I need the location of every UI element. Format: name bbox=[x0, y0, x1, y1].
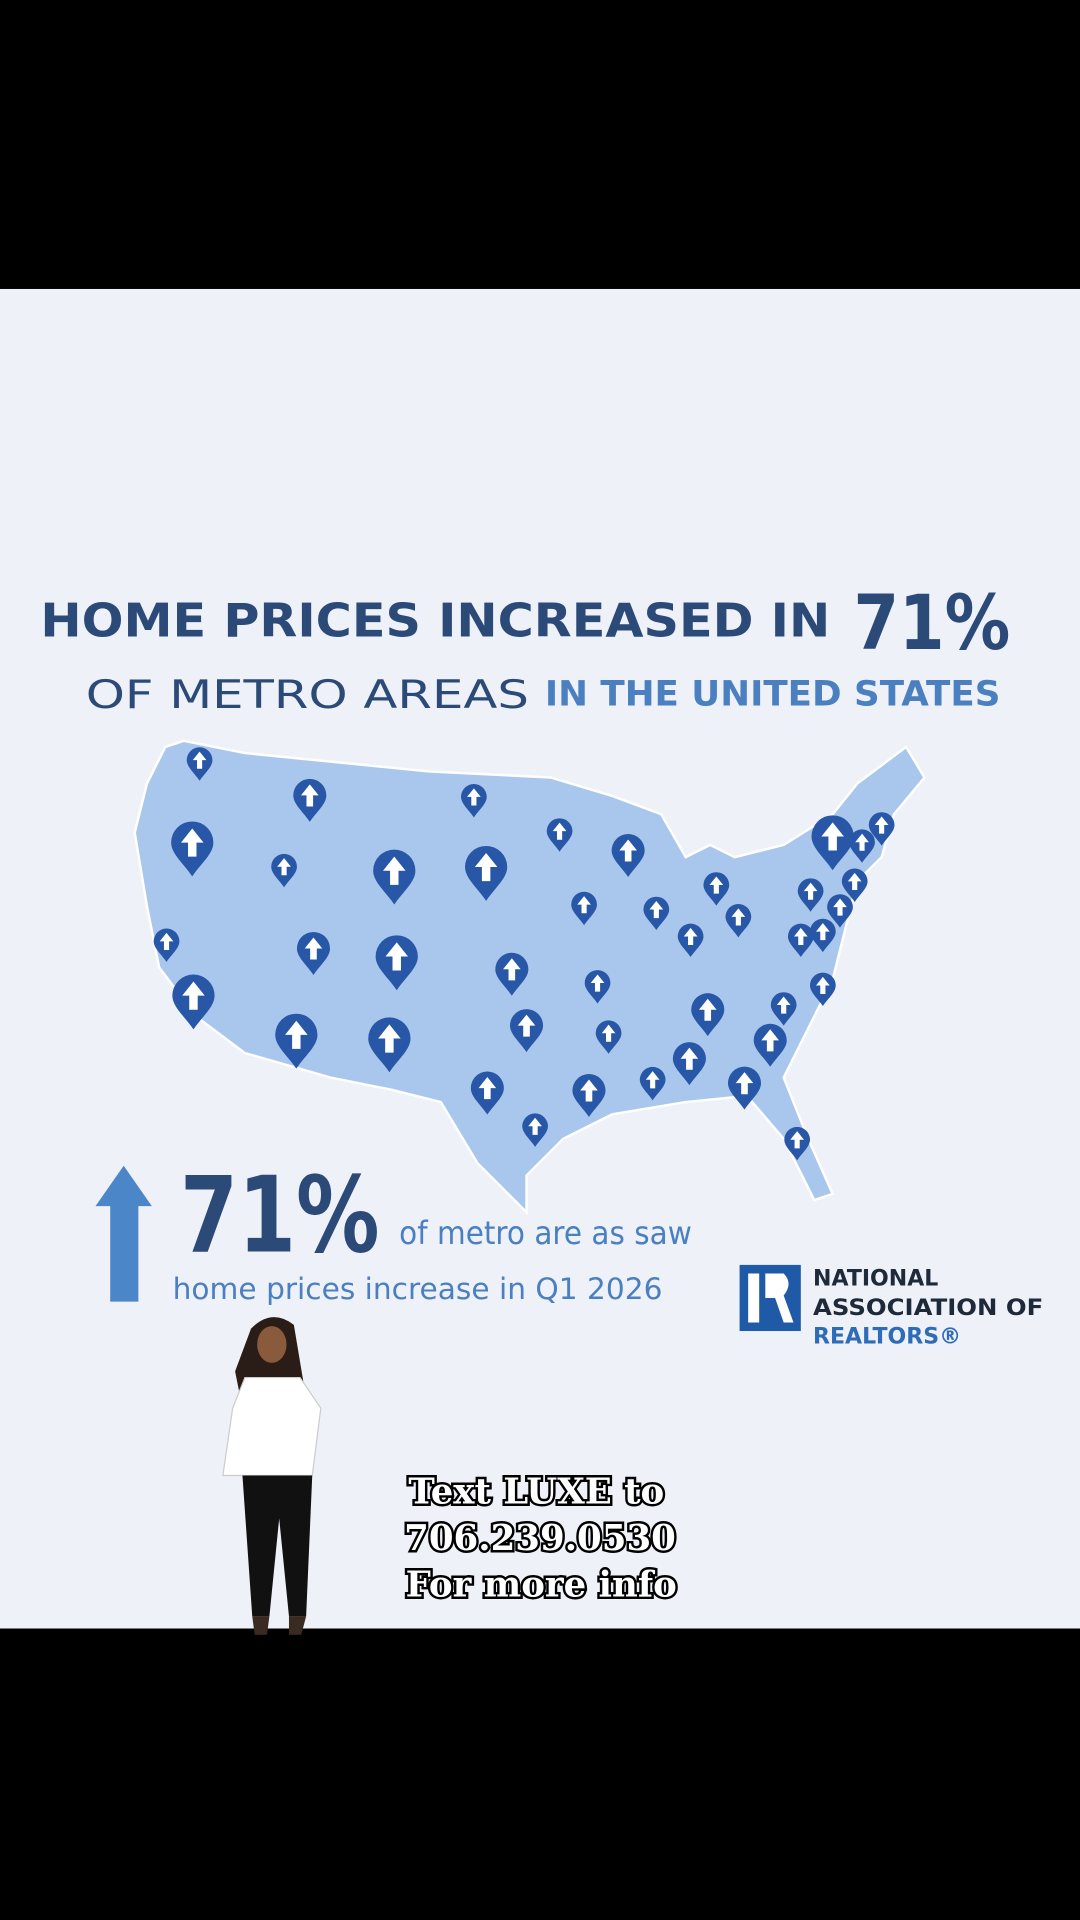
bottom-bar bbox=[0, 1628, 1080, 1920]
subheadline-accent: IN THE UNITED STATES bbox=[545, 674, 1001, 714]
stat-line: home prices increase in Q1 2026 bbox=[173, 1272, 663, 1306]
stat-line: of metro are as saw bbox=[399, 1214, 692, 1252]
subheadline: OF METRO AREAS bbox=[86, 673, 529, 718]
headline-highlight: 71% bbox=[853, 579, 1010, 667]
logo-text: REALTORS® bbox=[813, 1324, 961, 1349]
caption-line: Text LUXE to bbox=[408, 1472, 664, 1513]
logo-text: NATIONAL bbox=[813, 1267, 938, 1292]
headline: HOME PRICES INCREASED IN bbox=[40, 594, 830, 648]
person bbox=[222, 1317, 322, 1635]
logo-text: ASSOCIATION OF bbox=[813, 1296, 1043, 1321]
logo-r bbox=[748, 1273, 794, 1323]
caption-line: 706.239.0530 bbox=[404, 1518, 676, 1559]
up-arrow bbox=[95, 1165, 152, 1302]
stat-value: 71% bbox=[180, 1153, 380, 1276]
caption-line: For more info bbox=[406, 1565, 677, 1606]
top-bar bbox=[0, 0, 1080, 289]
